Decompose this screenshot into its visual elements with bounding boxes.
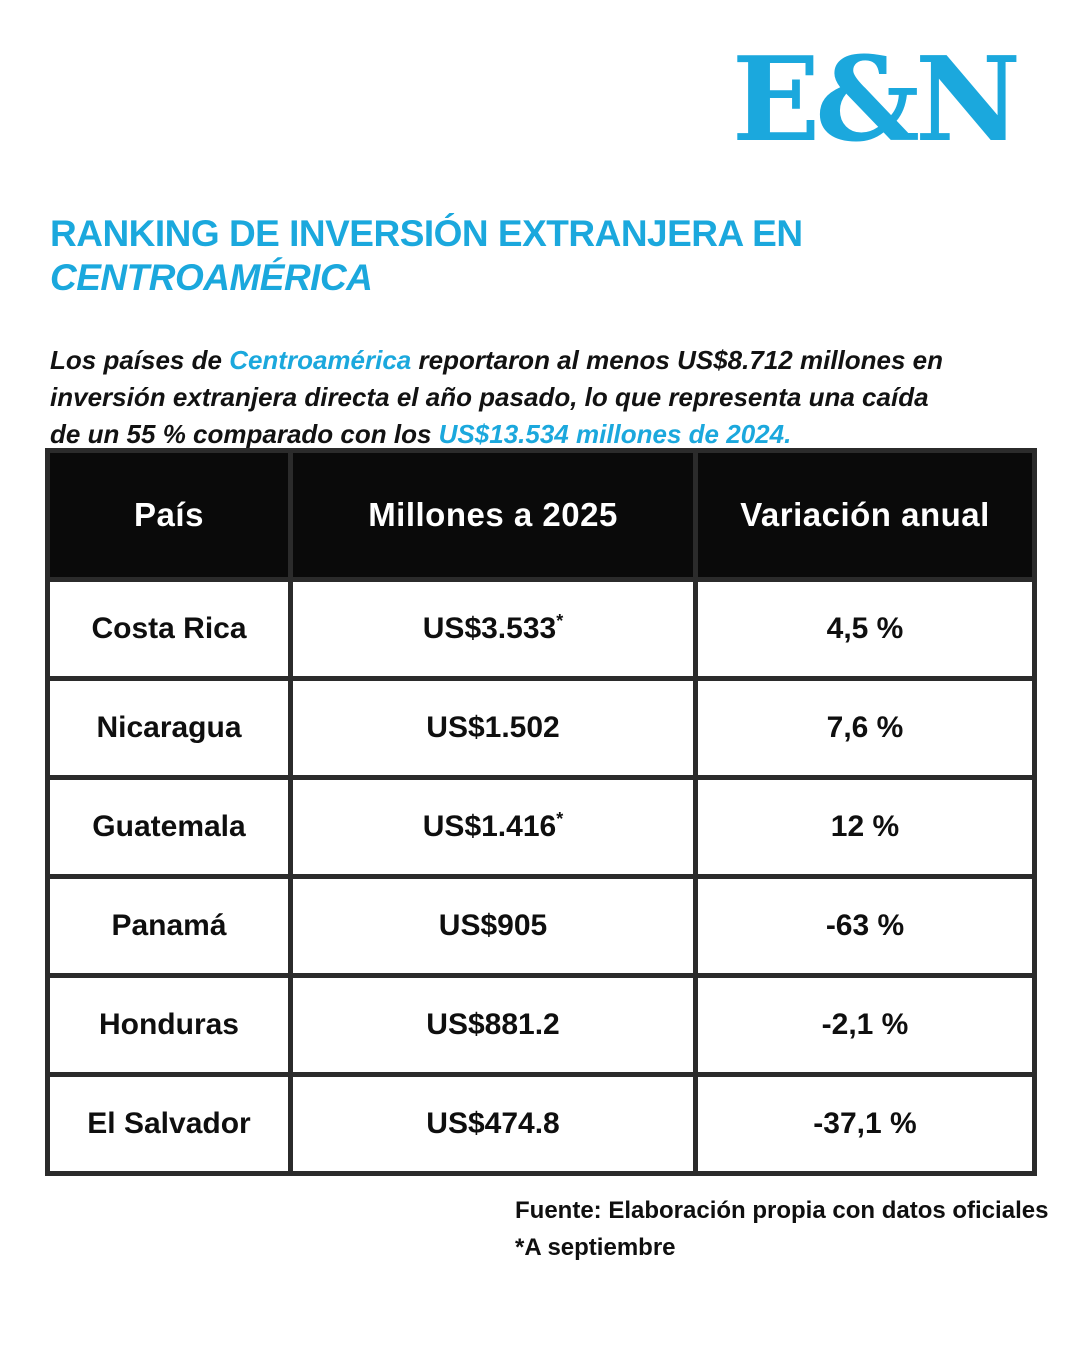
intro-paragraph: Los países de Centroamérica reportaron a… bbox=[50, 342, 960, 453]
cell-country: Honduras bbox=[45, 973, 293, 1077]
cell-country: Costa Rica bbox=[45, 577, 293, 681]
cell-amount: US$474.8 bbox=[288, 1072, 698, 1176]
footnote-asterisk: * bbox=[556, 809, 564, 829]
cell-amount: US$1.502 bbox=[288, 676, 698, 780]
table-row: Honduras US$881.2 -2,1 % bbox=[45, 973, 1037, 1077]
cell-amount: US$3.533* bbox=[288, 577, 698, 681]
cell-amount: US$1.416* bbox=[288, 775, 698, 879]
cell-variation: -63 % bbox=[693, 874, 1037, 978]
cell-variation: -37,1 % bbox=[693, 1072, 1037, 1176]
header-country: País bbox=[45, 448, 293, 582]
cell-country: Panamá bbox=[45, 874, 293, 978]
page-title: RANKING DE INVERSIÓN EXTRANJERA EN CENTR… bbox=[50, 212, 1010, 299]
page-title-line1: RANKING DE INVERSIÓN EXTRANJERA EN bbox=[50, 213, 803, 254]
cell-variation: 7,6 % bbox=[693, 676, 1037, 780]
intro-text-1: Los países de bbox=[50, 345, 230, 375]
table-header-row: País Millones a 2025 Variación anual bbox=[45, 448, 1037, 582]
intro-text-2: reportaron al menos US$8.712 millones en… bbox=[50, 345, 944, 449]
source-note: Fuente: Elaboración propia con datos ofi… bbox=[515, 1197, 1049, 1224]
table-row: Costa Rica US$3.533* 4,5 % bbox=[45, 577, 1037, 681]
table-row: Guatemala US$1.416* 12 % bbox=[45, 775, 1037, 879]
table-row: Panamá US$905 -63 % bbox=[45, 874, 1037, 978]
table-row: Nicaragua US$1.502 7,6 % bbox=[45, 676, 1037, 780]
asterisk-note: *A septiembre bbox=[515, 1234, 676, 1262]
cell-variation: 12 % bbox=[693, 775, 1037, 879]
en-brand-logo: E&N bbox=[731, 32, 1021, 168]
header-amount: Millones a 2025 bbox=[288, 448, 698, 582]
cell-amount: US$905 bbox=[288, 874, 698, 978]
page-title-line2: CENTROAMÉRICA bbox=[50, 256, 373, 298]
cell-amount: US$881.2 bbox=[288, 973, 698, 1077]
cell-variation: 4,5 % bbox=[693, 577, 1037, 681]
header-variation: Variación anual bbox=[693, 448, 1037, 582]
footer-notes: Fuente: Elaboración propia con datos ofi… bbox=[515, 1192, 1048, 1266]
cell-variation: -2,1 % bbox=[693, 973, 1037, 1077]
cell-country: El Salvador bbox=[45, 1072, 293, 1176]
investment-ranking-table: País Millones a 2025 Variación anual Cos… bbox=[45, 448, 1037, 1176]
cell-country: Nicaragua bbox=[45, 676, 293, 780]
cell-country: Guatemala bbox=[45, 775, 293, 879]
table-row: El Salvador US$474.8 -37,1 % bbox=[45, 1072, 1037, 1176]
footnote-asterisk: * bbox=[556, 611, 564, 631]
intro-highlight-centroamerica: Centroamérica bbox=[229, 345, 412, 375]
intro-highlight-2024: US$13.534 millones de 2024. bbox=[438, 418, 792, 449]
